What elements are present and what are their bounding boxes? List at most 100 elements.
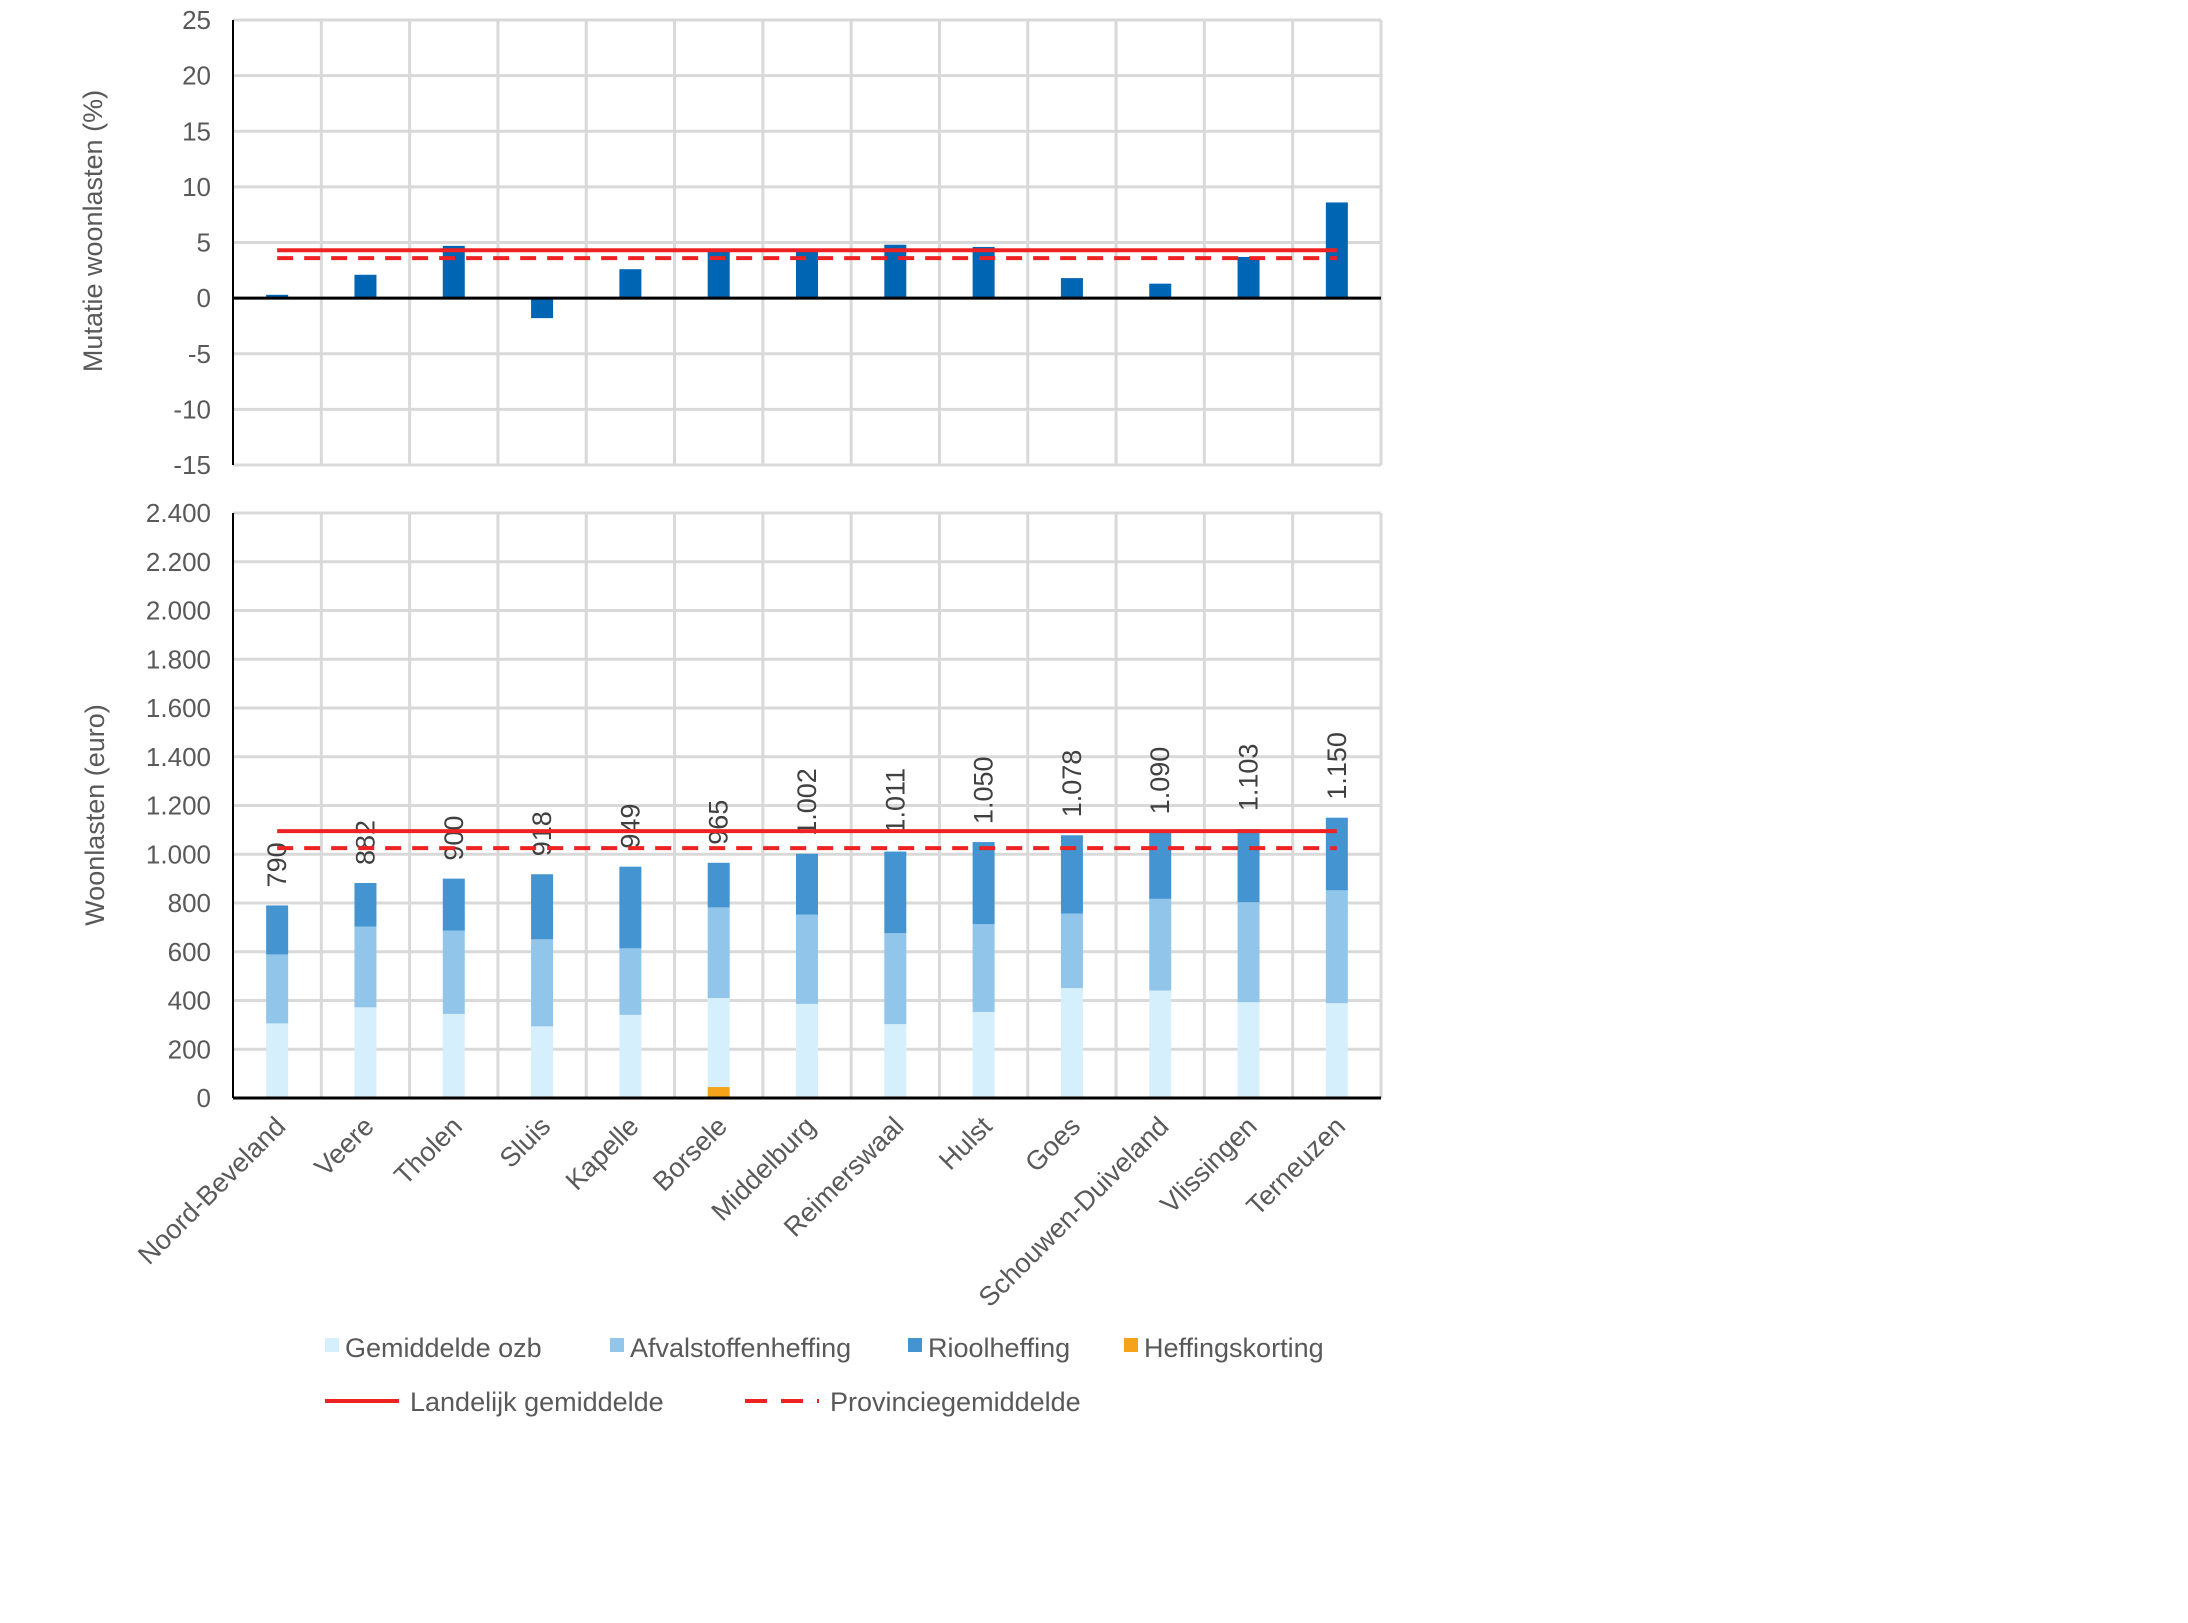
bar-reimerswaal	[884, 244, 907, 299]
segment-rioolheffing	[442, 878, 465, 931]
segment-rioolheffing	[1149, 832, 1172, 899]
legend-swatch	[610, 1338, 624, 1352]
y-tick-label: 1.400	[146, 742, 211, 772]
segment-rioolheffing	[1237, 829, 1260, 903]
segment-rioolheffing	[796, 853, 818, 915]
y-tick-label: 25	[182, 5, 211, 35]
bar-hulst	[972, 246, 995, 299]
y-tick-label: 200	[168, 1034, 211, 1064]
bar-goes	[1060, 278, 1083, 299]
y-tick-label: -5	[188, 339, 211, 369]
y-tick-label: 15	[182, 116, 211, 146]
segment-rioolheffing	[531, 874, 554, 940]
y-tick-label: 5	[197, 228, 211, 258]
segment-gemiddelde-ozb	[354, 1007, 377, 1098]
segment-afvalstoffenheffing	[1237, 902, 1260, 1003]
segment-rioolheffing	[1325, 817, 1348, 891]
bar-vlissingen	[1237, 256, 1260, 299]
y-tick-label: 2.400	[146, 498, 211, 528]
segment-rioolheffing	[884, 851, 907, 934]
segment-gemiddelde-ozb	[266, 1023, 289, 1098]
data-label: 900	[439, 816, 469, 861]
segment-gemiddelde-ozb	[1237, 1002, 1260, 1098]
segment-afvalstoffenheffing	[1060, 913, 1083, 989]
bar-kapelle	[619, 269, 642, 299]
y-tick-label: 10	[182, 172, 211, 202]
segment-afvalstoffenheffing	[531, 939, 554, 1027]
segment-afvalstoffenheffing	[707, 907, 730, 999]
category-label: Hulst	[933, 1111, 998, 1176]
y-tick-label: -15	[173, 450, 211, 480]
segment-rioolheffing	[354, 883, 377, 927]
legend-label: Gemiddelde ozb	[345, 1333, 542, 1363]
y-tick-label: 0	[197, 283, 211, 313]
segment-afvalstoffenheffing	[442, 930, 465, 1014]
y-tick-label: 2.200	[146, 547, 211, 577]
data-label: 882	[350, 820, 380, 865]
legend-label: Landelijk gemiddelde	[410, 1387, 664, 1417]
data-label: 1.150	[1322, 732, 1352, 800]
y-tick-label: 800	[168, 888, 211, 918]
y-tick-label: 1.800	[146, 644, 211, 674]
segment-rioolheffing	[619, 866, 642, 949]
legend: Gemiddelde ozb Afvalstoffenheffing Rioolhe…	[325, 1333, 1324, 1417]
segment-afvalstoffenheffing	[972, 924, 995, 1012]
segment-gemiddelde-ozb	[531, 1026, 554, 1098]
y-tick-label: 1.200	[146, 791, 211, 821]
segment-gemiddelde-ozb	[1149, 990, 1172, 1098]
segment-gemiddelde-ozb	[442, 1013, 465, 1098]
segment-gemiddelde-ozb	[884, 1024, 907, 1098]
segment-heffingskorting	[707, 1087, 730, 1098]
data-label: 1.103	[1234, 744, 1264, 812]
segment-rioolheffing	[266, 905, 289, 955]
legend-swatch	[1124, 1338, 1138, 1352]
segment-rioolheffing	[1060, 835, 1083, 914]
y-tick-label: 20	[182, 61, 211, 91]
legend-label: Rioolheffing	[928, 1333, 1070, 1363]
category-label: Veere	[309, 1111, 380, 1182]
segment-afvalstoffenheffing	[619, 948, 642, 1015]
legend-label: Afvalstoffenheffing	[630, 1333, 851, 1363]
segment-gemiddelde-ozb	[619, 1014, 642, 1098]
segment-gemiddelde-ozb	[972, 1011, 995, 1098]
category-label: Sluis	[494, 1111, 557, 1174]
legend-swatch	[908, 1338, 922, 1352]
segment-afvalstoffenheffing	[1149, 898, 1172, 991]
segment-afvalstoffenheffing	[1325, 890, 1348, 1004]
mutatie-chart: 25 20 15 10 5 0 -5 -10 -15	[173, 5, 1383, 480]
category-label: Kapelle	[560, 1111, 645, 1196]
segment-gemiddelde-ozb	[1060, 988, 1083, 1098]
legend-label: Provinciegemiddelde	[830, 1387, 1081, 1417]
bar-schouwen-duiveland	[1149, 283, 1172, 299]
y-tick-label: 400	[168, 986, 211, 1016]
y-tick-label: 1.000	[146, 839, 211, 869]
data-label: 1.050	[969, 756, 999, 824]
woonlasten-stacked-chart: 0 200 400 600 800 1.000 1.200 1.400 1.600 1.800 2.…	[132, 498, 1383, 1313]
data-label: 949	[615, 804, 645, 849]
segment-afvalstoffenheffing	[796, 914, 818, 1004]
data-label: 1.090	[1145, 747, 1175, 815]
y-tick-label: 2.000	[146, 596, 211, 626]
segment-rioolheffing	[707, 862, 730, 908]
top-y-axis-title: Mutatie woonlasten (%)	[78, 90, 108, 372]
segment-gemiddelde-ozb	[707, 998, 730, 1088]
y-tick-label: -10	[173, 394, 211, 424]
data-label: 1.078	[1057, 750, 1087, 818]
segment-afvalstoffenheffing	[266, 954, 289, 1024]
bar-middelburg	[796, 251, 818, 299]
legend-swatch	[325, 1338, 339, 1352]
y-tick-label: 0	[197, 1083, 211, 1113]
category-label: Borsele	[647, 1111, 733, 1197]
data-label: 965	[704, 800, 734, 845]
segment-gemiddelde-ozb	[796, 1003, 818, 1098]
bottom-y-axis-title: Woonlasten (euro)	[80, 704, 110, 926]
category-label: Tholen	[388, 1111, 468, 1191]
bar-borsele	[707, 251, 730, 299]
category-label: Goes	[1019, 1111, 1086, 1178]
y-tick-label: 600	[168, 937, 211, 967]
bar-noord-beveland	[266, 294, 289, 299]
segment-afvalstoffenheffing	[884, 933, 907, 1025]
bar-tholen	[442, 245, 465, 299]
segment-rioolheffing	[972, 842, 995, 925]
